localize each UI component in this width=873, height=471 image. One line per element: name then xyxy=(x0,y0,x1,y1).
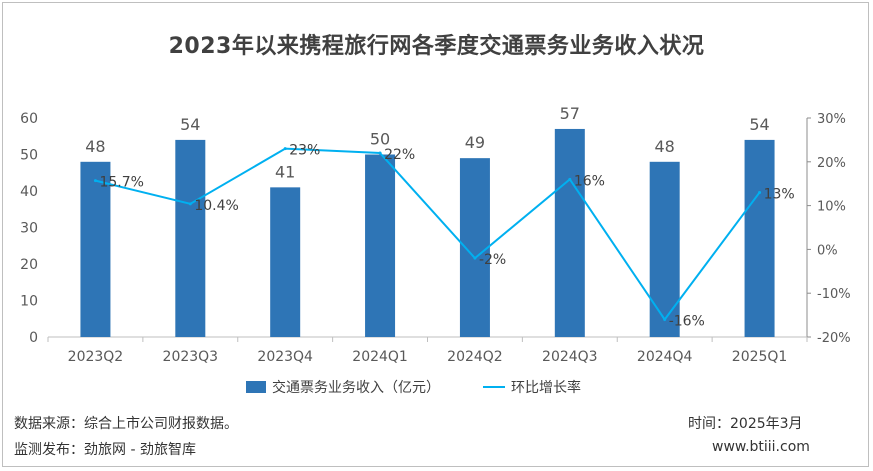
growth-point xyxy=(188,202,192,206)
y-left-tick-label: 50 xyxy=(20,148,38,164)
growth-label: 13% xyxy=(764,186,795,202)
growth-point xyxy=(93,179,97,183)
growth-point xyxy=(758,190,762,194)
growth-label: -16% xyxy=(669,313,705,329)
legend-bar-swatch xyxy=(246,381,266,393)
growth-label: 23% xyxy=(289,143,320,159)
y-right-tick-label: 30% xyxy=(817,112,846,127)
x-tick-label: 2024Q4 xyxy=(637,349,693,365)
bar-value-label: 57 xyxy=(560,104,580,123)
y-right-tick-label: 0% xyxy=(817,243,838,258)
y-left-tick-label: 60 xyxy=(20,111,38,127)
bar-value-label: 49 xyxy=(465,133,485,152)
growth-line xyxy=(95,147,761,322)
bar-value-label: 48 xyxy=(85,137,105,156)
growth-label: 10.4% xyxy=(194,198,238,214)
source-note: 数据来源：综合上市公司财报数据。 xyxy=(14,416,238,432)
growth-label: -2% xyxy=(479,252,506,268)
growth-label: 15.7% xyxy=(99,175,143,191)
growth-label: 16% xyxy=(574,173,605,189)
legend-line-label: 环比增长率 xyxy=(511,379,581,396)
time-note: 时间：2025年3月 xyxy=(688,416,803,432)
bar-value-label: 54 xyxy=(180,115,200,134)
y-left-tick-label: 30 xyxy=(20,221,38,237)
bar-value-label: 50 xyxy=(370,130,390,149)
bar-value-label: 48 xyxy=(655,137,675,156)
y-right-tick-label: 10% xyxy=(817,200,846,215)
growth-point xyxy=(378,151,382,155)
y-left-tick-label: 40 xyxy=(20,184,38,200)
y-left-tick-label: 0 xyxy=(29,330,38,346)
x-tick-label: 2023Q4 xyxy=(257,349,313,365)
bar-value-label: 41 xyxy=(275,162,295,181)
growth-label: 22% xyxy=(384,147,415,163)
bar xyxy=(80,161,111,337)
publisher-note: 监测发布：劲旅网 - 劲旅智库 xyxy=(14,442,196,458)
growth-point xyxy=(473,256,477,260)
bar xyxy=(175,139,206,337)
x-tick-label: 2024Q3 xyxy=(542,349,598,365)
y-right-tick-label: -10% xyxy=(817,287,851,302)
bar xyxy=(649,161,680,337)
growth-point xyxy=(283,147,287,151)
bar xyxy=(744,139,775,337)
growth-point xyxy=(568,177,572,181)
x-tick-label: 2024Q1 xyxy=(352,349,408,365)
y-left-tick-label: 20 xyxy=(20,257,38,273)
x-tick-label: 2024Q2 xyxy=(447,349,503,365)
y-left-tick-label: 10 xyxy=(20,294,38,310)
legend-bar-label: 交通票务业务收入（亿元） xyxy=(272,379,440,396)
y-right-tick-label: 20% xyxy=(817,156,846,171)
x-tick-label: 2023Q3 xyxy=(163,349,219,365)
bar xyxy=(365,154,396,337)
bar-value-label: 54 xyxy=(749,115,769,134)
y-right-tick-label: -20% xyxy=(817,331,851,346)
chart-title: 2023年以来携程旅行网各季度交通票务业务收入状况 xyxy=(168,34,705,59)
growth-point xyxy=(663,317,667,321)
bar xyxy=(554,128,585,337)
x-tick-label: 2025Q1 xyxy=(732,349,788,365)
website-note: www.btiii.com xyxy=(712,439,810,455)
x-tick-label: 2023Q2 xyxy=(68,349,124,365)
bar xyxy=(270,187,301,337)
